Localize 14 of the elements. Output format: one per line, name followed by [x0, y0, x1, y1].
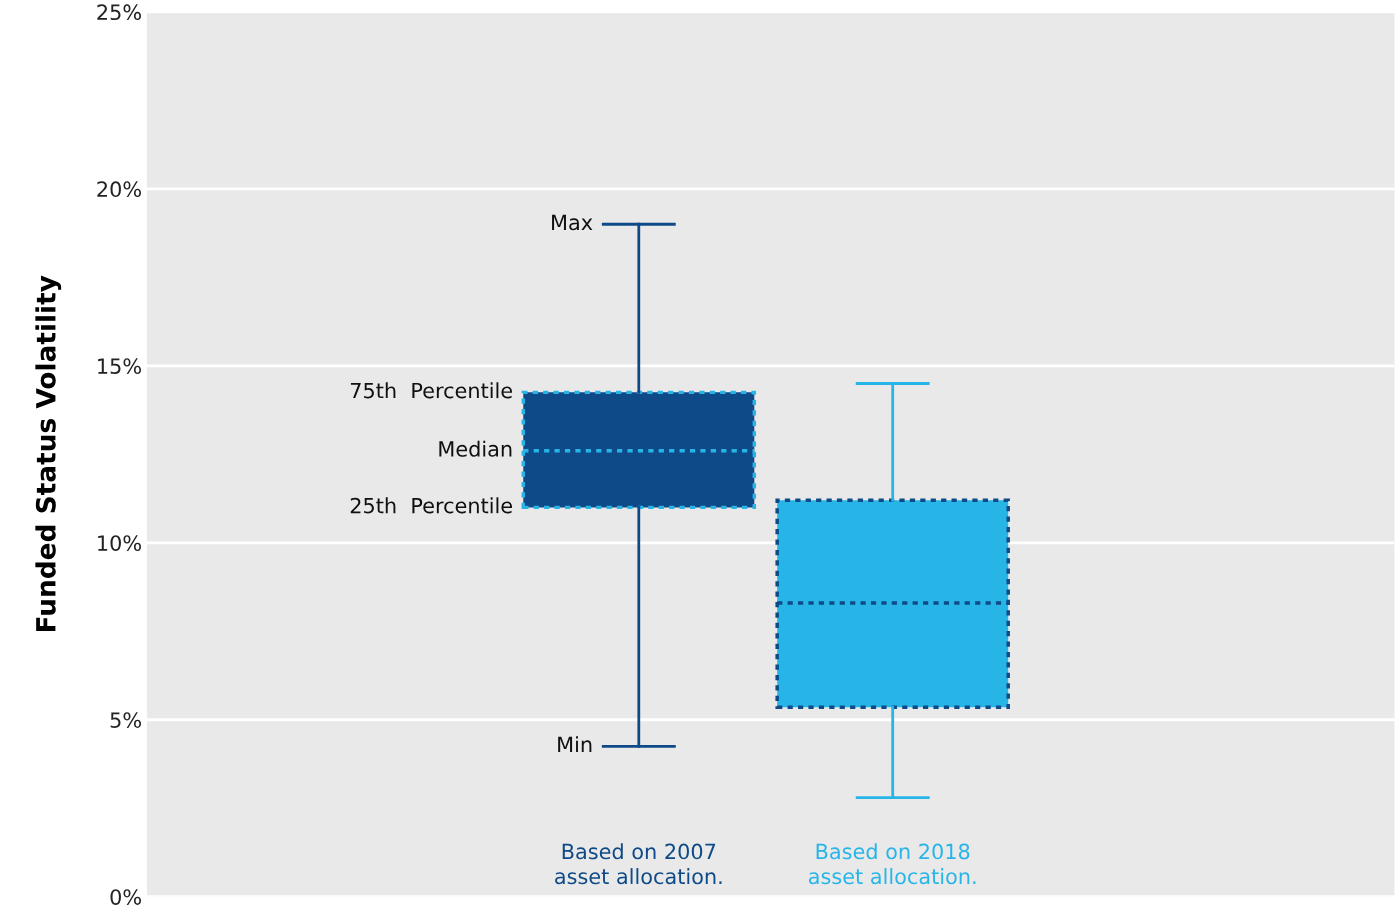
- x-tick-label: Based on 2007 asset allocation.: [555, 843, 722, 885]
- annotation: Median: [439, 440, 512, 457]
- y-axis-title: Funded Status Volatility: [35, 275, 62, 632]
- y-tick-label: 0%: [110, 889, 141, 905]
- annotation: Max: [552, 214, 593, 231]
- x-tick-label: Based on 2018 asset allocation.: [808, 843, 976, 885]
- annotation: Min: [558, 736, 592, 753]
- y-tick-label: 15%: [98, 358, 141, 375]
- annotation: 75th Percentile: [350, 382, 513, 399]
- y-tick-label: 20%: [97, 181, 141, 198]
- y-tick-label: 10%: [98, 535, 141, 551]
- y-tick-label: 5%: [110, 712, 141, 728]
- y-tick-label: 25%: [97, 4, 141, 21]
- annotation: 25th Percentile: [350, 497, 513, 514]
